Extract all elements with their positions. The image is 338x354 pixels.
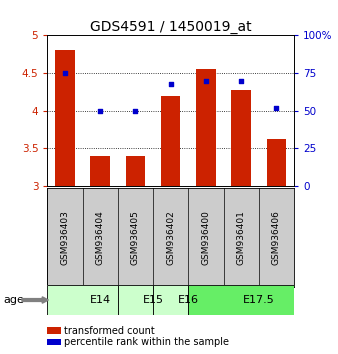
Point: [274, 105, 279, 110]
Bar: [196, 69, 216, 186]
Text: E16: E16: [178, 295, 199, 305]
Title: GDS4591 / 1450019_at: GDS4591 / 1450019_at: [90, 21, 251, 34]
Text: percentile rank within the sample: percentile rank within the sample: [64, 337, 229, 347]
Text: E17.5: E17.5: [243, 295, 275, 305]
Text: GSM936400: GSM936400: [201, 210, 211, 265]
Point: [203, 78, 209, 83]
Point: [62, 70, 68, 76]
Bar: [55, 51, 75, 186]
Point: [168, 81, 173, 86]
Bar: [153, 285, 188, 315]
Bar: [118, 285, 153, 315]
Point: [239, 78, 244, 83]
Bar: [47, 285, 118, 315]
Bar: [188, 285, 294, 315]
Bar: [232, 90, 251, 186]
Bar: [91, 156, 110, 186]
Point: [97, 108, 103, 114]
Point: [133, 108, 138, 114]
Bar: [161, 96, 180, 186]
Text: GSM936402: GSM936402: [166, 210, 175, 264]
Text: E15: E15: [143, 295, 164, 305]
Text: GSM936403: GSM936403: [61, 210, 69, 265]
Bar: [126, 156, 145, 186]
Text: GSM936406: GSM936406: [272, 210, 281, 265]
Text: GSM936404: GSM936404: [96, 210, 105, 264]
Text: transformed count: transformed count: [64, 326, 155, 336]
Text: GSM936401: GSM936401: [237, 210, 246, 265]
Text: GSM936405: GSM936405: [131, 210, 140, 265]
Bar: [267, 139, 286, 186]
Text: E14: E14: [90, 295, 111, 305]
Text: age: age: [3, 295, 24, 305]
